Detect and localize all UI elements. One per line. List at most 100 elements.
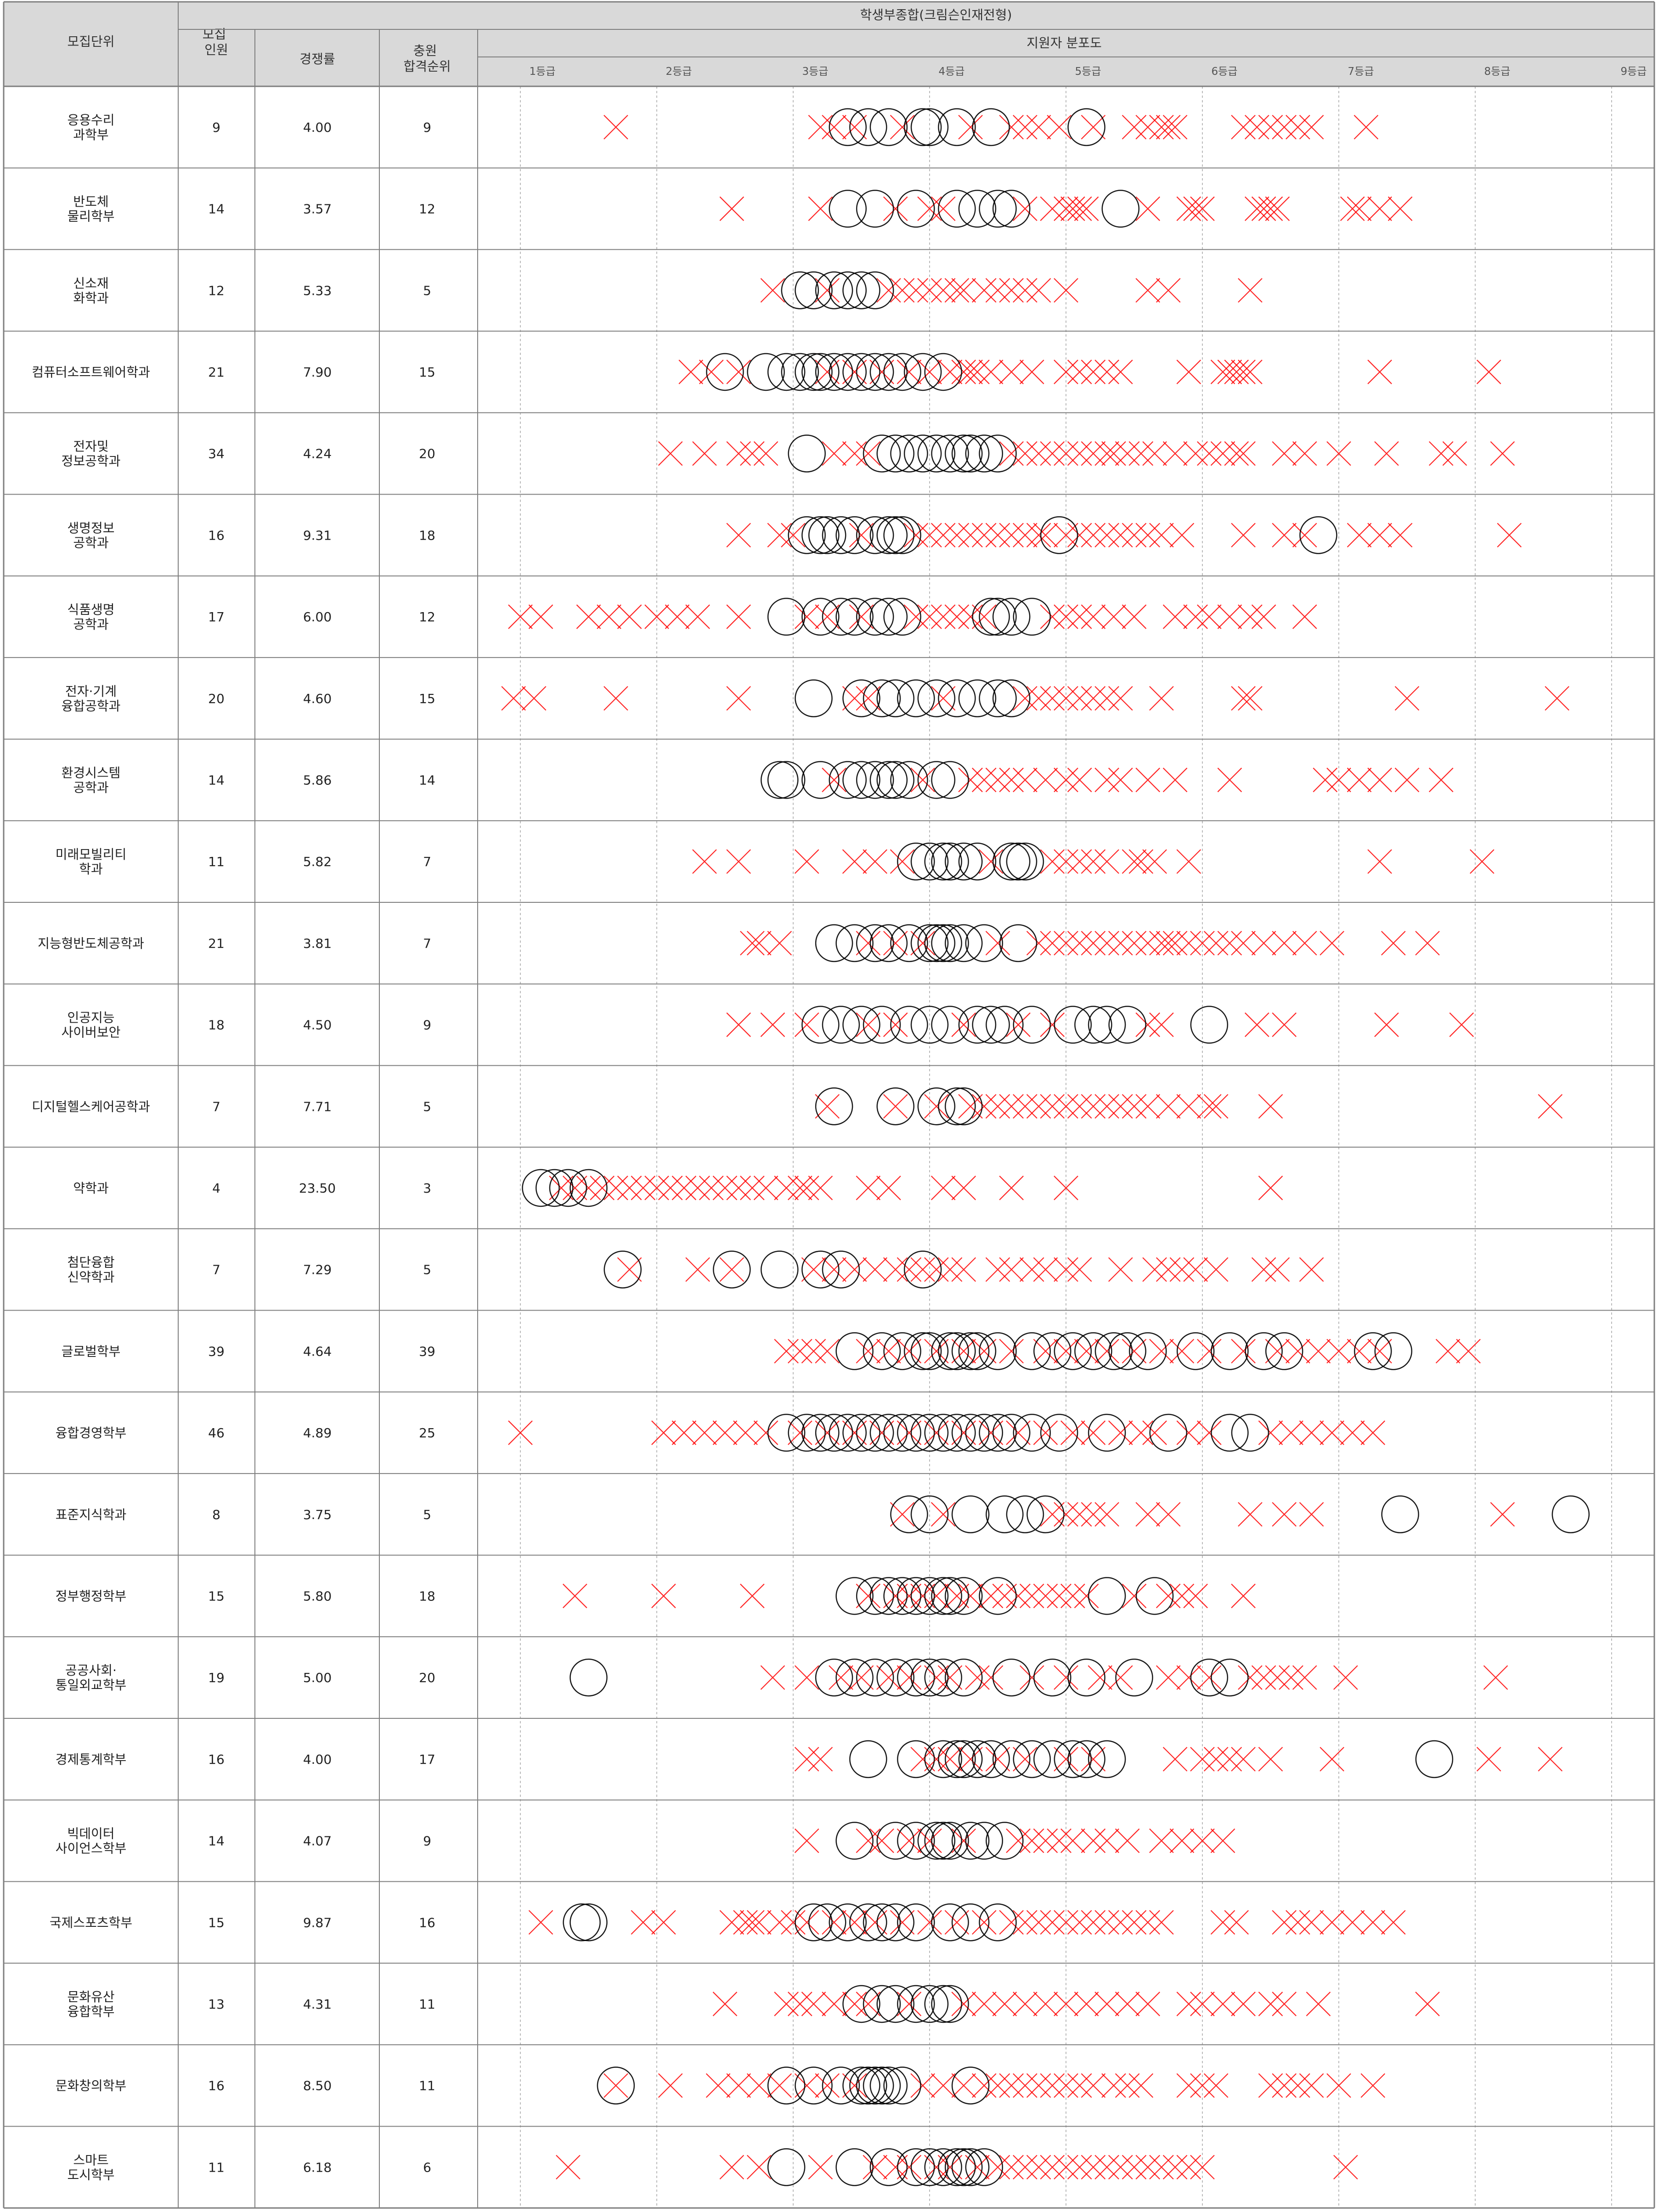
unit-name-line: 생명정보	[67, 520, 114, 535]
fail-marker	[692, 1420, 717, 1445]
fail-marker	[808, 115, 833, 140]
pass-marker	[903, 353, 942, 391]
fail-marker	[746, 2073, 772, 2098]
fail-marker	[1367, 1339, 1392, 1364]
pass-marker	[931, 1577, 969, 1615]
pass-marker	[910, 1332, 949, 1370]
fail-marker	[863, 1910, 887, 1935]
fail-marker	[999, 1910, 1024, 1935]
fail-marker	[856, 931, 881, 956]
pass-marker	[1067, 1740, 1105, 1779]
pass-marker	[808, 516, 846, 554]
fail-marker	[1238, 1665, 1263, 1690]
pass-marker	[972, 597, 1010, 636]
pass-marker	[795, 271, 833, 310]
fail-marker	[1490, 1502, 1515, 1527]
fail-marker	[863, 2155, 887, 2180]
fail-marker	[903, 278, 929, 303]
fail-marker	[1122, 115, 1147, 140]
fail-marker	[1026, 115, 1051, 140]
fail-marker	[1067, 2155, 1092, 2180]
pass-marker	[924, 1822, 962, 1860]
quota-value: 14	[208, 1834, 225, 1849]
fail-marker	[1538, 1747, 1563, 1772]
fail-marker	[1122, 523, 1147, 548]
fail-marker	[1040, 441, 1065, 466]
fail-marker	[1019, 1583, 1044, 1609]
fail-marker	[726, 2073, 751, 2098]
fail-marker	[985, 1094, 1010, 1119]
quota-value: 21	[208, 936, 225, 951]
fail-marker	[924, 1257, 949, 1282]
table-row: 빅데이터 사이언스학부 14 4.07 9	[56, 1822, 1235, 1860]
fail-marker	[1210, 360, 1235, 384]
pass-marker	[801, 1006, 840, 1044]
ratio-value: 6.00	[303, 609, 332, 625]
fail-marker	[801, 1992, 826, 2016]
fail-marker	[958, 1094, 983, 1119]
pass-marker	[917, 1822, 956, 1860]
fail-marker	[1081, 523, 1106, 548]
unit-name-line: 신소재	[73, 276, 108, 291]
fail-marker	[1013, 115, 1038, 140]
pass-marker	[979, 1577, 1017, 1615]
fail-marker	[617, 1257, 642, 1282]
fail-marker	[1081, 1910, 1106, 1935]
pass-marker	[822, 2066, 860, 2105]
pass-marker	[869, 353, 908, 391]
fail-marker	[597, 604, 621, 629]
fail-marker	[937, 1747, 963, 1772]
fail-marker	[1108, 1665, 1133, 1690]
fail-marker	[1217, 360, 1242, 384]
fail-marker	[1162, 1747, 1188, 1772]
fail-marker	[999, 1094, 1024, 1119]
fail-marker	[1387, 523, 1413, 548]
pass-marker	[856, 1413, 894, 1452]
fail-marker	[1367, 196, 1392, 221]
fail-marker	[842, 441, 867, 466]
fail-marker	[1101, 2073, 1126, 2098]
pass-marker	[815, 1413, 853, 1452]
fail-marker	[1074, 1583, 1099, 1609]
fail-marker	[1149, 523, 1174, 548]
fail-marker	[842, 849, 867, 874]
pass-marker	[767, 597, 806, 636]
rank-value: 18	[419, 1588, 435, 1604]
fail-marker	[1203, 1257, 1229, 1282]
fail-marker	[1054, 1502, 1078, 1527]
fail-marker	[1156, 115, 1181, 140]
pass-marker	[863, 1985, 901, 2023]
fail-marker	[788, 1176, 812, 1200]
ratio-value: 3.81	[303, 936, 332, 951]
fail-marker	[1128, 441, 1154, 466]
fail-marker	[1231, 1339, 1256, 1364]
fail-marker	[1054, 1910, 1078, 1935]
pass-marker	[795, 1903, 833, 1942]
fail-marker	[1381, 931, 1406, 956]
fail-marker	[1231, 686, 1256, 711]
fail-marker	[1306, 1992, 1331, 2016]
pass-marker	[897, 842, 935, 881]
fail-marker	[1169, 1583, 1195, 1609]
pass-marker	[910, 1495, 949, 1533]
fail-marker	[1203, 1747, 1229, 1772]
fail-marker	[1040, 849, 1065, 874]
fail-marker	[1013, 1992, 1038, 2016]
unit-name-line: 첨단융합	[67, 1255, 114, 1270]
ratio-value: 7.90	[303, 365, 332, 380]
fail-marker	[1054, 1665, 1078, 1690]
fail-marker	[978, 849, 1004, 874]
fail-marker	[726, 360, 751, 384]
pass-marker	[842, 1985, 880, 2023]
fail-marker	[931, 523, 956, 548]
fail-marker	[876, 1665, 901, 1690]
fail-marker	[1313, 767, 1338, 793]
fail-marker	[1067, 1502, 1092, 1527]
fail-marker	[1374, 1012, 1399, 1037]
pass-marker	[910, 108, 949, 146]
ratio-value: 23.50	[299, 1181, 336, 1196]
unit-name: 정부행정학부	[56, 1588, 127, 1604]
fail-marker	[1176, 1094, 1201, 1119]
fail-marker	[1060, 1828, 1085, 1853]
